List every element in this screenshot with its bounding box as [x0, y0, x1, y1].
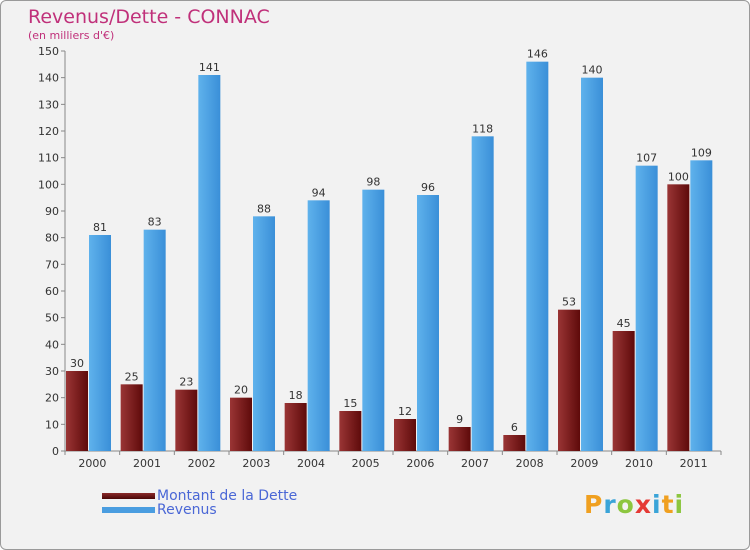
chart-legend: Montant de la Dette Revenus [102, 489, 297, 517]
data-label-debt: 15 [343, 397, 357, 410]
y-tick-label: 150 [38, 45, 59, 58]
y-tick-label: 0 [52, 445, 59, 458]
y-tick-label: 80 [45, 232, 59, 245]
y-tick-label: 20 [45, 392, 59, 405]
logo-letter: o [616, 490, 635, 519]
y-tick-label: 100 [38, 178, 59, 191]
bar-debt [175, 389, 198, 451]
x-tick-label: 2005 [352, 457, 380, 470]
bar-debt [558, 309, 580, 451]
data-label-revenus: 146 [527, 48, 548, 61]
x-tick-label: 2002 [188, 457, 216, 470]
y-tick-label: 10 [45, 418, 59, 431]
data-label-debt: 45 [617, 317, 631, 330]
y-tick-label: 60 [45, 285, 59, 298]
legend-label-revenus: Revenus [157, 502, 217, 518]
chart-subtitle: (en milliers d'€) [28, 29, 115, 42]
logo-letter: P [584, 490, 604, 519]
data-label-debt: 100 [668, 170, 689, 183]
y-tick-label: 70 [45, 258, 59, 271]
x-tick-label: 2004 [297, 457, 325, 470]
data-label-debt: 9 [456, 413, 463, 426]
data-label-debt: 6 [511, 421, 518, 434]
data-label-revenus: 96 [421, 181, 435, 194]
bar-debt [339, 411, 362, 451]
bar-debt [284, 403, 307, 451]
y-tick-label: 120 [38, 125, 59, 138]
bar-revenus [526, 61, 549, 452]
data-label-revenus: 88 [257, 202, 271, 215]
data-label-debt: 20 [234, 384, 248, 397]
data-label-revenus: 141 [199, 61, 220, 74]
x-tick-label: 2003 [242, 457, 270, 470]
bar-debt [612, 331, 635, 451]
data-label-debt: 25 [125, 370, 139, 383]
x-tick-label: 2008 [516, 457, 544, 470]
proxiti-logo: Proxiti [584, 490, 684, 519]
x-tick-label: 2001 [133, 457, 161, 470]
bar-debt [230, 397, 252, 451]
data-label-revenus: 81 [93, 221, 107, 234]
bar-revenus [253, 216, 275, 451]
legend-swatch-debt [102, 493, 155, 499]
legend-item-debt: Montant de la Dette [102, 489, 297, 503]
data-label-debt: 18 [289, 389, 303, 402]
y-tick-label: 140 [38, 72, 59, 85]
bar-revenus [581, 77, 603, 452]
x-tick-label: 2010 [625, 457, 653, 470]
data-label-revenus: 94 [312, 186, 326, 199]
bar-revenus [143, 229, 166, 451]
bar-revenus [307, 200, 330, 451]
bar-revenus [471, 136, 494, 452]
logo-letter: r [603, 490, 617, 519]
y-tick-label: 90 [45, 205, 59, 218]
legend-label-debt: Montant de la Dette [157, 488, 298, 504]
logo-letter: x [634, 490, 652, 519]
data-label-debt: 30 [70, 357, 84, 370]
legend-swatch-revenus [102, 507, 155, 513]
logo-letter: i [674, 490, 685, 519]
data-label-debt: 53 [562, 296, 576, 309]
chart-title: Revenus/Dette - CONNAC [28, 6, 270, 28]
bar-revenus [690, 160, 713, 452]
x-tick-label: 2011 [680, 457, 708, 470]
data-label-revenus: 107 [636, 152, 657, 165]
legend-item-revenus: Revenus [102, 503, 297, 517]
bar-revenus [89, 235, 111, 451]
bar-revenus [417, 195, 439, 451]
data-label-revenus: 140 [582, 64, 603, 77]
bar-debt [394, 419, 416, 451]
data-label-revenus: 118 [472, 122, 493, 135]
data-label-revenus: 109 [691, 146, 712, 159]
bar-debt [503, 435, 526, 451]
data-label-debt: 23 [179, 376, 193, 389]
y-tick-label: 50 [45, 312, 59, 325]
y-tick-label: 130 [38, 98, 59, 111]
x-tick-label: 2009 [570, 457, 598, 470]
y-tick-label: 40 [45, 338, 59, 351]
data-label-debt: 12 [398, 405, 412, 418]
bar-revenus [198, 75, 221, 451]
x-tick-label: 2006 [406, 457, 434, 470]
bar-revenus [635, 165, 658, 451]
y-tick-label: 110 [38, 152, 59, 165]
y-tick-label: 30 [45, 365, 59, 378]
bar-debt [120, 384, 143, 451]
bar-revenus [362, 189, 385, 451]
bar-debt [66, 371, 88, 451]
data-label-revenus: 98 [366, 176, 380, 189]
logo-letter: i [652, 490, 662, 519]
bar-debt [667, 184, 690, 452]
x-tick-label: 2000 [78, 457, 106, 470]
x-tick-label: 2007 [461, 457, 489, 470]
bar-debt [448, 427, 471, 451]
data-label-revenus: 83 [148, 216, 162, 229]
logo-letter: t [661, 490, 675, 519]
